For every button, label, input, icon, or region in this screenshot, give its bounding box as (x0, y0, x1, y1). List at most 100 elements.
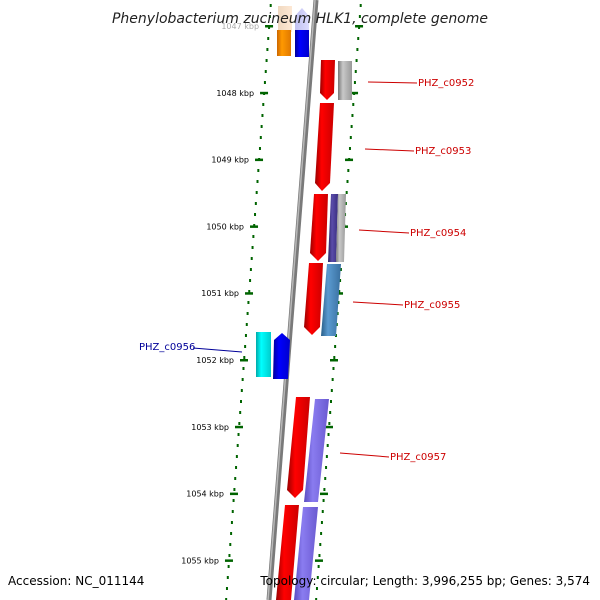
gene-feature-phz-c0956-blue[interactable] (273, 333, 290, 379)
ruler-guide-dot-left (265, 59, 268, 62)
ruler-guide-dot-left (237, 433, 240, 436)
ruler-guide-dot-left (254, 202, 257, 205)
gene-feature-purple-bottom[interactable] (294, 507, 318, 600)
ruler-guide-dot-right (316, 576, 319, 579)
gene-feature-phz-c0957-red[interactable] (287, 397, 310, 498)
ruler-guide-dot-left (243, 356, 246, 359)
ruler-guide-dot-right (331, 378, 334, 381)
ruler-guide-dot-left (232, 499, 235, 502)
gene-feature-red-bottom[interactable] (276, 505, 299, 600)
ruler-guide-dot-left (251, 246, 254, 249)
gene-feature-phz-c0956-cyan[interactable] (256, 332, 271, 377)
ruler-guide-dot-left (239, 411, 242, 414)
gene-feature-phz-c0954-red[interactable] (310, 194, 328, 261)
gene-labels: PHZ_c0952 PHZ_c0953 PHZ_c0954 PHZ_c0955 … (139, 78, 474, 463)
ruler-guide-dot-left (255, 191, 258, 194)
ruler-guide-dot-right (346, 180, 349, 183)
gene-label-phz-c0953[interactable]: PHZ_c0953 (415, 146, 471, 157)
ruler-guide-dot-right (357, 37, 360, 40)
gene-label-phz-c0952[interactable]: PHZ_c0952 (418, 78, 474, 89)
gene-feature-phz-c0952-red[interactable] (320, 60, 335, 100)
gene-feature-phz-c0953[interactable] (315, 103, 334, 191)
ruler-tick-right (355, 25, 364, 28)
leader-line-phz-c0954 (358, 229, 410, 234)
ruler-tick-left (260, 91, 269, 95)
ruler-guide-dot-right (324, 477, 327, 480)
ruler-tick-right (345, 158, 354, 162)
ruler-tick-right (324, 425, 333, 429)
ruler-guide-dot-right (315, 587, 318, 590)
ruler-guide-dot-right (349, 136, 352, 139)
ruler-tick-label: 1055 kbp (181, 556, 219, 565)
ruler-guide-dot-left (240, 400, 242, 403)
ruler-guide-dot-right (339, 268, 342, 271)
ruler-guide-dot-left (257, 169, 260, 172)
ruler-guide-dot-left (254, 213, 257, 216)
gene-feature-phz-c0954-gray[interactable] (336, 194, 346, 262)
ruler-tick-left (224, 559, 233, 562)
ruler-guide-dot-left (231, 510, 234, 513)
ruler-guide-dot-right (347, 169, 350, 172)
ruler-guide-dot-right (320, 521, 323, 524)
ruler-guide-dot-left (263, 81, 266, 84)
ruler-tick-label: 1048 kbp (216, 89, 254, 98)
ruler-ticks: 1047 kbp 1048 kbp 1049 kbp 1050 kbp 1051 kbp… (181, 22, 364, 565)
gene-feature-phz-c0957-purple[interactable] (304, 399, 329, 502)
ruler-guide-dot-left (249, 279, 252, 282)
ruler-guide-dot-right (321, 510, 324, 513)
ruler-guide-dot-left (242, 367, 245, 370)
gene-feature-blue-top[interactable] (295, 30, 309, 57)
ruler-guide-dot-right (318, 554, 321, 557)
ruler-guide-dot-left (236, 444, 239, 447)
ruler-tick-label: 1049 kbp (211, 156, 249, 165)
gene-feature-phz-c0954-indigo[interactable] (328, 194, 338, 262)
ruler-tick-right (350, 91, 359, 95)
gene-label-phz-c0956[interactable]: PHZ_c0956 (139, 342, 195, 353)
ruler-guide-dot-left (230, 521, 233, 524)
gene-feature-phz-c0952-gray[interactable] (338, 61, 352, 100)
ruler-guide-dot-left (252, 235, 255, 238)
ruler-guide-dot-left (226, 576, 229, 579)
ruler-guide-dot-right (333, 356, 336, 359)
gene-label-phz-c0955[interactable]: PHZ_c0955 (404, 300, 460, 311)
ruler-guide-dot-left (256, 180, 259, 183)
ruler-guide-dot-left (233, 488, 236, 491)
ruler-guide-dot-right (330, 400, 332, 403)
ruler-guide-dot-left (250, 257, 253, 260)
ruler-guide-dot-right (319, 543, 322, 546)
gene-label-phz-c0957[interactable]: PHZ_c0957 (390, 452, 446, 463)
genome-summary-text: Topology: circular; Length: 3,996,255 bp… (260, 574, 590, 588)
ruler-guide-dot-left (235, 455, 238, 458)
ruler-guide-dot-left (261, 114, 264, 117)
ruler-guide-dot-left (235, 466, 238, 469)
ruler-guide-dot-right (330, 389, 333, 392)
ruler-guide-dot-right (332, 367, 335, 370)
ruler-guide-dot-left (269, 4, 272, 7)
gene-feature-phz-c0955-steel[interactable] (321, 264, 341, 336)
ruler-guide-dot-left (247, 301, 250, 304)
ruler-guide-dot-right (323, 488, 326, 491)
ruler-guide-dot-right (358, 15, 361, 18)
ruler-guide-dot-left (246, 312, 249, 315)
ruler-guide-dot-left (228, 554, 231, 557)
ruler-guide-dot-left (244, 334, 247, 337)
leader-line-phz-c0953 (364, 148, 415, 152)
ruler-guide-dot-left (259, 136, 262, 139)
ruler-tick-left (229, 492, 238, 496)
gene-feature-orange-top-pale[interactable] (278, 6, 292, 32)
gene-label-phz-c0954[interactable]: PHZ_c0954 (410, 228, 466, 239)
gene-feature-blue-top-pale[interactable] (295, 8, 309, 30)
page-title: Phenylobacterium zucineum HLK1, complete… (112, 11, 488, 27)
ruler-guide-dot-left (225, 598, 228, 600)
ruler-guide-dot-right (320, 532, 323, 535)
ruler-guide-dot-right (351, 114, 354, 117)
ruler-guide-dot-left (245, 323, 248, 326)
gene-feature-orange-top[interactable] (277, 30, 291, 56)
ruler-guide-dot-right (355, 59, 358, 62)
gene-feature-phz-c0955-red[interactable] (304, 263, 323, 335)
ruler-guide-dot-right (353, 81, 356, 84)
ruler-tick-left (240, 359, 248, 362)
ruler-guide-dot-right (326, 444, 329, 447)
genome-axis (266, 0, 319, 600)
